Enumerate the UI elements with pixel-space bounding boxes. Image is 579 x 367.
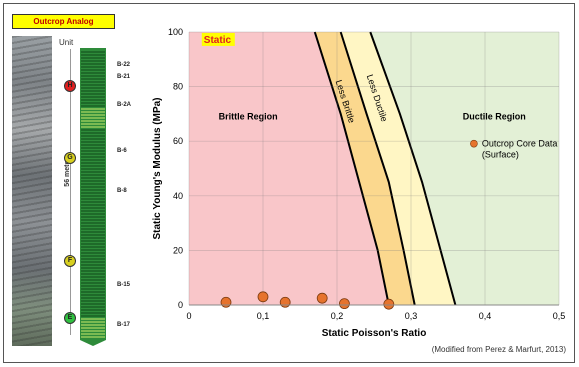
strat-column	[80, 48, 106, 346]
legend: Outcrop Core Data(Surface)	[470, 139, 557, 160]
unit-header: Unit	[59, 38, 74, 47]
data-point	[257, 291, 269, 303]
source-credit: (Modified from Perez & Marfurt, 2013)	[431, 345, 566, 354]
unit-marker-f: F	[64, 254, 76, 267]
static-badge-bg	[201, 32, 235, 46]
less-brittle-region-fill	[314, 32, 415, 305]
y-tick-label: 20	[173, 245, 183, 255]
data-point	[220, 296, 232, 308]
data-point	[316, 292, 328, 304]
axes: 0 0,1 0,2 0,3 0,4 0,5 0 20 40 60 80 100 Static Poiss…	[152, 27, 565, 339]
chart-container: Static Brittle Region Ductile Region Less B…	[144, 14, 575, 349]
legend-label-sub: (Surface)	[482, 150, 519, 160]
boundary-curve	[313, 31, 390, 306]
unit-marker-g: G	[64, 151, 76, 164]
y-tick-label: 80	[173, 82, 183, 92]
photo-texture	[12, 36, 52, 346]
y-tick-label: 100	[168, 27, 183, 37]
y-tick-label: 40	[173, 191, 183, 201]
bed-label: B-2A	[117, 102, 132, 109]
y-axis-title: Static Young's Modulus (MPa)	[152, 97, 163, 239]
bed-label: B-6	[117, 147, 127, 154]
less-ductile-region-fill	[340, 32, 456, 305]
boundary-curve	[369, 31, 457, 306]
y-tick-label: 60	[173, 136, 183, 146]
data-point	[383, 298, 395, 310]
unit-axis-line	[70, 49, 71, 335]
y-tick-label: 0	[178, 300, 183, 310]
bed-label: B-15	[117, 282, 131, 289]
x-tick-label: 0,2	[331, 311, 344, 321]
bed-label: B-8	[117, 188, 127, 194]
strat-column-tip	[80, 340, 106, 346]
x-tick-label: 0	[186, 311, 191, 321]
brittle-region-fill	[189, 32, 389, 305]
x-tick-label: 0,4	[479, 311, 492, 321]
legend-marker	[470, 139, 478, 148]
outcrop-photo	[12, 36, 52, 346]
bed-label: B-21	[117, 73, 131, 80]
strat-beds	[81, 51, 105, 338]
x-tick-label: 0,5	[553, 311, 566, 321]
unit-marker-h: H	[64, 80, 76, 93]
brittle-region-label: Brittle Region	[219, 111, 278, 121]
outcrop-title: Outcrop Analog	[12, 14, 115, 29]
static-badge: Static	[204, 35, 232, 46]
ductile-region-label: Ductile Region	[463, 111, 526, 121]
bed-label: B-17	[117, 322, 131, 329]
data-point	[338, 298, 350, 310]
gridlines	[188, 31, 560, 306]
unit-marker-e: E	[64, 311, 76, 324]
x-tick-label: 0,1	[257, 311, 270, 321]
data-point	[279, 296, 291, 308]
boundary-curve	[339, 31, 416, 306]
x-axis-title: Static Poisson's Ratio	[322, 328, 427, 339]
x-tick-label: 0,3	[405, 311, 418, 321]
legend-label: Outcrop Core Data	[482, 139, 558, 149]
bed-label: B-22	[117, 62, 131, 69]
strat-column-body	[80, 48, 106, 340]
plot-regions	[189, 31, 559, 306]
